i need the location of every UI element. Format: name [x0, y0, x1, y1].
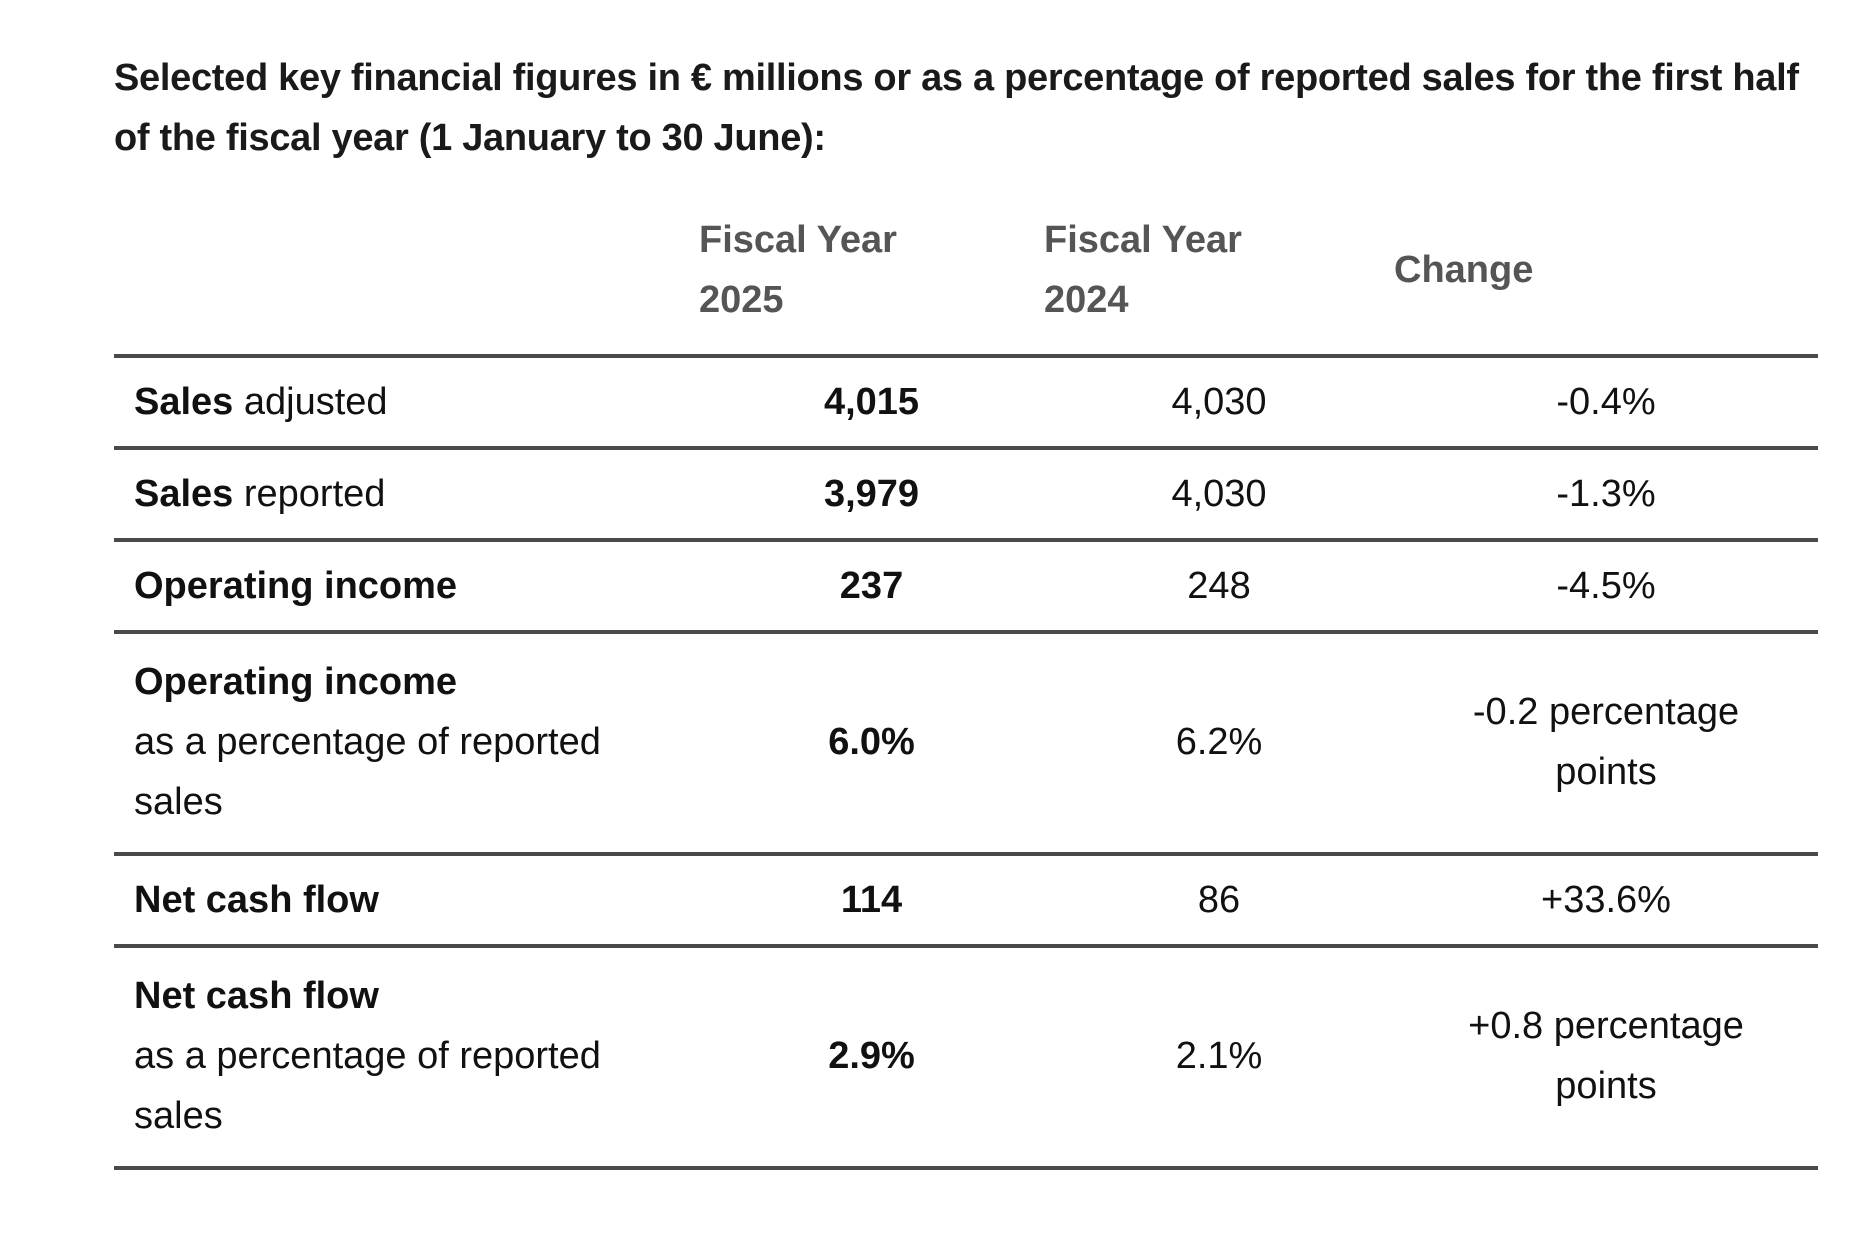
header-label: [114, 210, 699, 358]
row-label: Net cash flow: [114, 854, 699, 948]
header-fy2025-line2: 2025: [699, 279, 784, 321]
header-fy2025-line1: Fiscal Year: [699, 219, 897, 261]
row-label-bold: Sales: [134, 473, 234, 515]
value-change: -1.3%: [1394, 448, 1818, 542]
value-fy2025: 6.0%: [699, 632, 1044, 856]
table-row: Sales adjusted 4,015 4,030 -0.4%: [114, 356, 1818, 450]
value-change: +33.6%: [1394, 854, 1818, 948]
financial-figures-table: Fiscal Year 2025 Fiscal Year 2024 Change…: [114, 210, 1818, 1170]
value-change: -0.4%: [1394, 356, 1818, 450]
value-fy2025: 2.9%: [699, 946, 1044, 1170]
value-fy2025: 3,979: [699, 448, 1044, 542]
header-fy2025: Fiscal Year 2025: [699, 210, 1044, 358]
header-change: Change: [1394, 210, 1818, 358]
header-row: Fiscal Year 2025 Fiscal Year 2024 Change: [114, 210, 1818, 358]
table-header: Fiscal Year 2025 Fiscal Year 2024 Change: [114, 210, 1818, 358]
row-label-bold: Sales: [134, 381, 234, 423]
table-row: Operating income as a percentage of repor…: [114, 632, 1818, 856]
value-fy2024: 4,030: [1044, 448, 1394, 542]
row-label-rest: reported: [233, 473, 386, 515]
row-label-rest: as a percentage of reported sales: [134, 1035, 601, 1137]
table-row: Sales reported 3,979 4,030 -1.3%: [114, 448, 1818, 542]
header-fy2024-line1: Fiscal Year: [1044, 219, 1242, 261]
value-change-text: -0.2 percentage points: [1472, 691, 1740, 793]
value-fy2024: 248: [1044, 540, 1394, 634]
value-change: -0.2 percentage points: [1394, 632, 1818, 856]
value-fy2024: 86: [1044, 854, 1394, 948]
row-label: Operating income as a percentage of repor…: [114, 632, 699, 856]
row-label-bold: Operating income: [134, 565, 458, 607]
row-label: Net cash flow as a percentage of reported…: [114, 946, 699, 1170]
row-label-bold: Net cash flow: [134, 879, 379, 921]
document: Selected key financial figures in € mill…: [114, 48, 1818, 1170]
intro-paragraph: Selected key financial figures in € mill…: [114, 57, 1799, 159]
row-label: Operating income: [114, 540, 699, 634]
value-fy2024: 4,030: [1044, 356, 1394, 450]
row-label-bold: Net cash flow: [134, 975, 379, 1017]
value-fy2024: 2.1%: [1044, 946, 1394, 1170]
value-change: +0.8 percentage points: [1394, 946, 1818, 1170]
header-fy2024-line2: 2024: [1044, 279, 1129, 321]
row-label-bold: Operating income: [134, 661, 458, 703]
header-fy2024: Fiscal Year 2024: [1044, 210, 1394, 358]
value-fy2025: 4,015: [699, 356, 1044, 450]
table-body: Sales adjusted 4,015 4,030 -0.4% Sales r…: [114, 356, 1818, 1170]
value-fy2024: 6.2%: [1044, 632, 1394, 856]
row-label-rest: adjusted: [233, 381, 388, 423]
value-change-text: +0.8 percentage points: [1468, 1005, 1744, 1107]
table-row: Net cash flow as a percentage of reported…: [114, 946, 1818, 1170]
value-change: -4.5%: [1394, 540, 1818, 634]
table-row: Net cash flow 114 86 +33.6%: [114, 854, 1818, 948]
table-row: Operating income 237 248 -4.5%: [114, 540, 1818, 634]
row-label: Sales adjusted: [114, 356, 699, 450]
value-fy2025: 114: [699, 854, 1044, 948]
row-label: Sales reported: [114, 448, 699, 542]
value-fy2025: 237: [699, 540, 1044, 634]
row-label-rest: as a percentage of reported sales: [134, 721, 601, 823]
